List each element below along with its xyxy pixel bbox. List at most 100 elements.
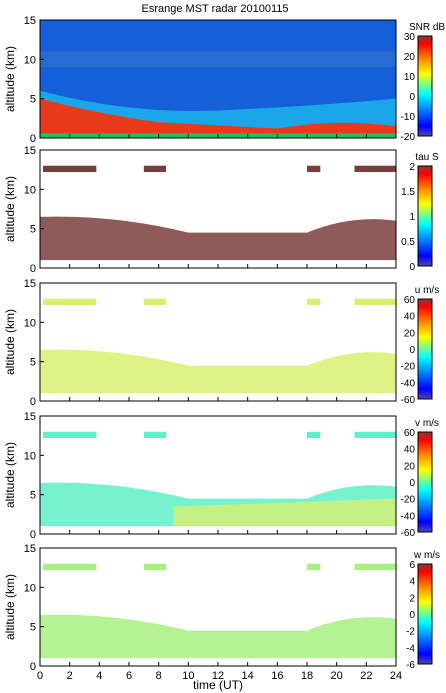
- snr-band-upper: [40, 51, 396, 68]
- y-tick-label: 15: [24, 543, 36, 555]
- colorbar-tick-label: -40: [401, 511, 416, 522]
- y-tick-label: 10: [24, 54, 36, 66]
- y-tick-label: 15: [24, 15, 36, 27]
- upper-layer-tau-0: [42, 165, 97, 173]
- colorbar-tick-label: -2: [406, 627, 415, 638]
- x-tick-label: 6: [126, 670, 132, 682]
- panel-tau: 0 5 10 15 altitude (km) tau S2 1.5 1 0.5 0: [3, 145, 439, 275]
- colorbar-tick-label: 30: [404, 32, 416, 43]
- colorbar-v: [417, 431, 433, 533]
- upper-layer-u-1: [143, 298, 167, 306]
- x-axis-label: time (UT): [193, 678, 243, 692]
- y-tick-label: 5: [30, 357, 36, 369]
- upper-layer-w-1: [143, 563, 167, 571]
- colorbar-SNR: [417, 35, 433, 137]
- y-tick-label: 15: [24, 278, 36, 290]
- data-band-w: [40, 614, 396, 659]
- colorbar-tick-label: -40: [401, 378, 416, 389]
- colorbar-tick-label: -10: [401, 112, 416, 123]
- y-tick-label: 5: [30, 94, 36, 106]
- colorbar-tick-label: 0: [409, 610, 415, 621]
- y-tick-label: 0: [30, 661, 36, 673]
- colorbar-tick-label: -4: [406, 643, 415, 654]
- x-tick-label: 18: [301, 670, 313, 682]
- colorbar-tick-label: -60: [401, 528, 416, 539]
- colorbar-tick-label: 2: [409, 593, 415, 604]
- colorbar-tick-label: 20: [404, 52, 416, 63]
- x-tick-label: 2: [67, 670, 73, 682]
- colorbar-tick-label: -20: [401, 132, 416, 143]
- y-tick-label: 5: [30, 224, 36, 236]
- upper-layer-v-2: [307, 431, 321, 439]
- upper-layer-w-0: [42, 563, 97, 571]
- colorbar-tick-label: 1.5: [401, 187, 415, 198]
- y-axis-label: altitude (km): [3, 442, 17, 508]
- colorbar-tick-label: 20: [404, 461, 416, 472]
- colorbar-tick-label: 40: [404, 445, 416, 456]
- snr-band-low: [40, 98, 396, 138]
- y-tick-label: 5: [30, 490, 36, 502]
- colorbar-tick-label: 1: [409, 212, 415, 223]
- upper-layer-w-3: [354, 563, 396, 571]
- y-axis-label: altitude (km): [3, 309, 17, 375]
- upper-layer-tau-3: [354, 165, 396, 173]
- data-band-u: [40, 349, 396, 394]
- x-tick-label: 22: [360, 670, 372, 682]
- y-tick-label: 0: [30, 529, 36, 541]
- y-tick-label: 0: [30, 263, 36, 275]
- colorbar-label: SNR dB: [409, 22, 445, 33]
- colorbar-tick-label: 0.5: [401, 237, 415, 248]
- colorbar-tick-label: 60: [404, 428, 416, 439]
- y-axis-label: altitude (km): [3, 46, 17, 112]
- x-tick-label: 8: [156, 670, 162, 682]
- colorbar-tau: [417, 165, 433, 267]
- x-tick-label: 14: [242, 670, 254, 682]
- upper-layer-u-0: [42, 298, 97, 306]
- upper-layer-v-3: [354, 431, 396, 439]
- data-band-tau: [40, 216, 396, 261]
- colorbar-label: tau S: [415, 152, 439, 163]
- y-tick-label: 10: [24, 450, 36, 462]
- x-tick-label: 12: [212, 670, 224, 682]
- colorbar-tick-label: 0: [409, 92, 415, 103]
- x-tick-label: 4: [96, 670, 102, 682]
- upper-layer-u-3: [354, 298, 396, 306]
- colorbar-tick-label: 2: [409, 162, 415, 173]
- panel-u: 0 5 10 15 altitude (km) u m/s60 40 20 0 -20 -40 -60: [3, 278, 439, 408]
- y-tick-label: 15: [24, 145, 36, 157]
- upper-layer-v-1: [143, 431, 167, 439]
- upper-layer-v-0: [42, 431, 97, 439]
- data-band-v-low: [173, 498, 396, 527]
- colorbar-tick-label: 40: [404, 312, 416, 323]
- colorbar-tick-label: 20: [404, 328, 416, 339]
- colorbar-tick-label: 6: [409, 560, 415, 571]
- x-tick-label: 20: [331, 670, 343, 682]
- y-tick-label: 0: [30, 396, 36, 408]
- y-tick-label: 0: [30, 133, 36, 145]
- upper-layer-w-2: [307, 563, 321, 571]
- colorbar-tick-label: -60: [401, 395, 416, 406]
- x-tick-label: 24: [390, 670, 402, 682]
- colorbar-w: [417, 563, 433, 665]
- y-axis-label: altitude (km): [3, 574, 17, 640]
- colorbar-tick-label: 0: [409, 345, 415, 356]
- colorbar-label: v m/s: [415, 418, 439, 429]
- colorbar-label: u m/s: [415, 285, 439, 296]
- colorbar-u: [417, 298, 433, 400]
- colorbar-tick-label: 60: [404, 295, 416, 306]
- colorbar-tick-label: 0: [409, 478, 415, 489]
- y-tick-label: 15: [24, 411, 36, 423]
- colorbar-label: w m/s: [413, 550, 440, 561]
- colorbar-tick-label: 0: [409, 262, 415, 273]
- y-tick-label: 10: [24, 184, 36, 196]
- y-tick-label: 10: [24, 317, 36, 329]
- x-tick-label: 16: [271, 670, 283, 682]
- colorbar-tick-label: -20: [401, 362, 416, 373]
- figure-title: Esrange MST radar 20100115: [142, 3, 289, 15]
- upper-layer-tau-2: [307, 165, 321, 173]
- y-tick-label: 10: [24, 582, 36, 594]
